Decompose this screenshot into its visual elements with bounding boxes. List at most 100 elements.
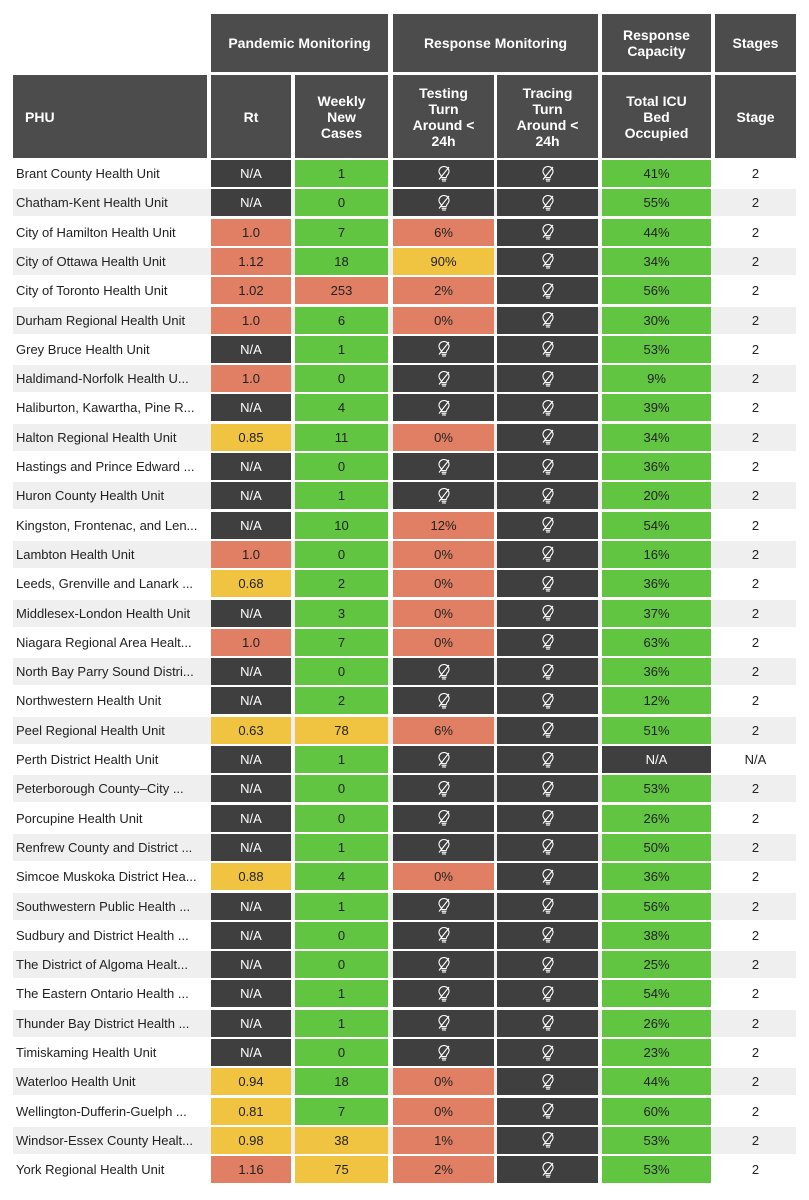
cell-rt: N/A [211, 892, 291, 920]
cell-weekly-new-cases: 0 [295, 921, 388, 949]
cell-rt-value: N/A [240, 605, 262, 621]
table-row: The District of Algoma Healt... N/A 0 25% 2 [13, 951, 796, 979]
cell-total-icu-bed-occupied: 36% [602, 658, 711, 686]
cell-weekly-new-cases: 18 [295, 1068, 388, 1096]
cell-total-icu-bed-occupied-value: 44% [643, 1074, 670, 1090]
crossed-lightbulb-icon [540, 398, 556, 418]
cell-tracing-turn-around [497, 423, 598, 451]
column-header-label: Weekly New Cases [317, 92, 366, 141]
table-row: Perth District Health Unit N/A 1 N/A N/A [13, 746, 796, 773]
cell-total-icu-bed-occupied: 63% [602, 628, 711, 656]
cell-weekly-new-cases: 1 [295, 335, 388, 363]
cell-total-icu-bed-occupied: 9% [602, 365, 711, 393]
cell-weekly-new-cases: 1 [295, 892, 388, 920]
cell-testing-turn-around [393, 453, 494, 480]
cell-rt: 1.0 [211, 540, 291, 568]
cell-rt-value: N/A [240, 195, 262, 211]
cell-total-icu-bed-occupied-value: 63% [643, 634, 670, 650]
cell-stage: 2 [751, 429, 760, 445]
cell-testing-turn-around-value: 0% [434, 429, 453, 445]
crossed-lightbulb-icon [436, 750, 452, 770]
cell-testing-turn-around-value: 0% [434, 1074, 453, 1090]
cell-tracing-turn-around [497, 1156, 598, 1184]
cell-tracing-turn-around [497, 687, 598, 715]
cell-tracing-turn-around [497, 570, 598, 598]
cell-phu-name: Thunder Bay District Health ... [16, 1015, 190, 1031]
cell-stage: 2 [751, 341, 760, 357]
cell-stage: 2 [751, 957, 760, 973]
cell-testing-turn-around-value: 1% [434, 1132, 453, 1148]
table-row: Grey Bruce Health Unit N/A 1 53% 2 [13, 335, 796, 363]
cell-stage: 2 [751, 253, 760, 269]
cell-total-icu-bed-occupied: N/A [602, 746, 711, 773]
cell-rt: N/A [211, 160, 291, 187]
cell-weekly-new-cases: 1 [295, 160, 388, 187]
cell-total-icu-bed-occupied-value: 16% [643, 546, 670, 562]
cell-weekly-new-cases-value: 0 [337, 781, 346, 797]
cell-total-icu-bed-occupied: 53% [602, 1126, 711, 1154]
cell-total-icu-bed-occupied: 53% [602, 1156, 711, 1184]
cell-rt-value: N/A [240, 166, 262, 181]
cell-testing-turn-around: 0% [393, 540, 494, 568]
crossed-lightbulb-icon [540, 896, 556, 916]
cell-tracing-turn-around [497, 218, 598, 246]
cell-phu-name: The Eastern Ontario Health ... [16, 986, 189, 1002]
cell-testing-turn-around-value: 2% [434, 283, 453, 299]
cell-phu-name: City of Ottawa Health Unit [16, 253, 166, 269]
crossed-lightbulb-icon [436, 837, 452, 857]
cell-phu-name: Durham Regional Health Unit [16, 312, 186, 328]
crossed-lightbulb-icon [540, 339, 556, 359]
cell-weekly-new-cases-value: 0 [337, 1045, 346, 1060]
cell-tracing-turn-around [497, 540, 598, 568]
cell-total-icu-bed-occupied: 20% [602, 482, 711, 510]
cell-weekly-new-cases-value: 7 [337, 224, 346, 240]
crossed-lightbulb-icon [540, 1013, 556, 1033]
crossed-lightbulb-icon [436, 955, 452, 975]
cell-phu-name: Peel Regional Health Unit [16, 722, 165, 738]
cell-stage: 2 [751, 224, 760, 240]
cell-phu-name: Peterborough County–City ... [16, 781, 184, 797]
cell-weekly-new-cases-value: 18 [334, 253, 349, 269]
cell-testing-turn-around [393, 921, 494, 949]
cell-rt: 1.02 [211, 277, 291, 305]
crossed-lightbulb-icon [540, 427, 556, 447]
cell-weekly-new-cases: 4 [295, 863, 388, 891]
cell-weekly-new-cases: 0 [295, 189, 388, 217]
crossed-lightbulb-icon [540, 310, 556, 330]
cell-total-icu-bed-occupied: 56% [602, 277, 711, 305]
table-row: Middlesex-London Health Unit N/A 3 0% 37% 2 [13, 599, 796, 627]
crossed-lightbulb-icon [540, 662, 556, 682]
cell-phu-name: Wellington-Dufferin-Guelph ... [16, 1103, 187, 1119]
cell-weekly-new-cases-value: 18 [334, 1074, 349, 1090]
crossed-lightbulb-icon [436, 369, 452, 389]
crossed-lightbulb-icon [540, 603, 556, 623]
crossed-lightbulb-icon [436, 1013, 452, 1033]
cell-total-icu-bed-occupied: 23% [602, 1039, 711, 1066]
table-row: Chatham-Kent Health Unit N/A 0 55% 2 [13, 189, 796, 217]
cell-total-icu-bed-occupied: 38% [602, 921, 711, 949]
cell-weekly-new-cases-value: 7 [337, 634, 346, 650]
cell-weekly-new-cases-value: 1 [337, 752, 346, 767]
cell-weekly-new-cases: 7 [295, 628, 388, 656]
cell-phu-name: Haliburton, Kawartha, Pine R... [16, 400, 195, 416]
cell-weekly-new-cases-value: 2 [337, 576, 346, 592]
table-row: Brant County Health Unit N/A 1 41% 2 [13, 160, 796, 187]
cell-rt-value: 1.0 [241, 224, 261, 240]
cell-rt: 1.12 [211, 247, 291, 275]
cell-total-icu-bed-occupied: 44% [602, 1068, 711, 1096]
cell-rt: N/A [211, 921, 291, 949]
cell-weekly-new-cases-value: 1 [337, 1015, 346, 1031]
cell-rt-value: 1.0 [241, 371, 261, 387]
cell-rt: 0.68 [211, 570, 291, 598]
crossed-lightbulb-icon [540, 281, 556, 301]
cell-total-icu-bed-occupied: 26% [602, 804, 711, 832]
cell-rt: N/A [211, 775, 291, 803]
column-header-label: Stage [736, 108, 775, 125]
cell-testing-turn-around: 6% [393, 716, 494, 744]
crossed-lightbulb-icon [540, 369, 556, 389]
cell-weekly-new-cases: 1 [295, 482, 388, 510]
cell-total-icu-bed-occupied: 30% [602, 306, 711, 334]
cell-weekly-new-cases-value: 0 [337, 957, 346, 973]
crossed-lightbulb-icon [436, 486, 452, 506]
table-row: Porcupine Health Unit N/A 0 26% 2 [13, 804, 796, 832]
